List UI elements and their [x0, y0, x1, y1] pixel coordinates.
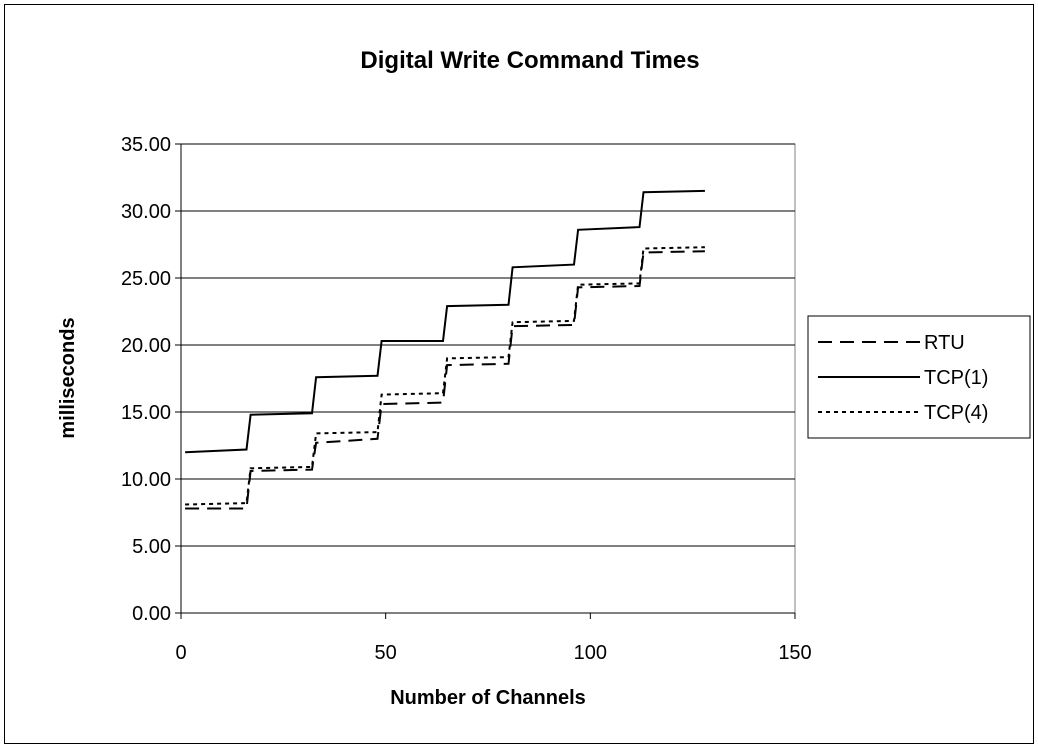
chart-title: Digital Write Command Times — [360, 47, 699, 74]
series-line-tcp-1 — [185, 189, 705, 454]
x-tick-label: 0 — [175, 642, 186, 664]
y-tick-label: 30.00 — [121, 201, 171, 223]
y-tick-label: 0.00 — [132, 603, 171, 625]
series-lines — [185, 189, 705, 510]
legend-label: TCP(1) — [924, 367, 988, 389]
gridlines — [181, 143, 795, 547]
x-tick-label: 50 — [375, 642, 397, 664]
y-tick-label: 10.00 — [121, 469, 171, 491]
y-tick-label: 35.00 — [121, 134, 171, 156]
legend: RTU TCP(1) TCP(4) — [807, 315, 1031, 439]
legend-label: RTU — [924, 332, 965, 354]
series-line-tcp-4 — [185, 246, 705, 506]
y-tick-label: 20.00 — [121, 335, 171, 357]
x-axis-label: Number of Channels — [390, 687, 586, 709]
x-axis-ticks: 0 50 100 150 — [175, 613, 812, 664]
x-tick-label: 100 — [574, 642, 607, 664]
y-tick-label: 5.00 — [132, 536, 171, 558]
x-tick-label: 150 — [778, 642, 811, 664]
legend-label: TCP(4) — [924, 402, 988, 424]
plot-area — [180, 143, 796, 614]
y-axis-label: milliseconds — [57, 317, 79, 438]
y-axis-ticks: 0.00 5.00 10.00 15.00 20.00 25.00 30.00 35.00 — [121, 134, 181, 625]
y-tick-label: 25.00 — [121, 268, 171, 290]
y-tick-label: 15.00 — [121, 402, 171, 424]
